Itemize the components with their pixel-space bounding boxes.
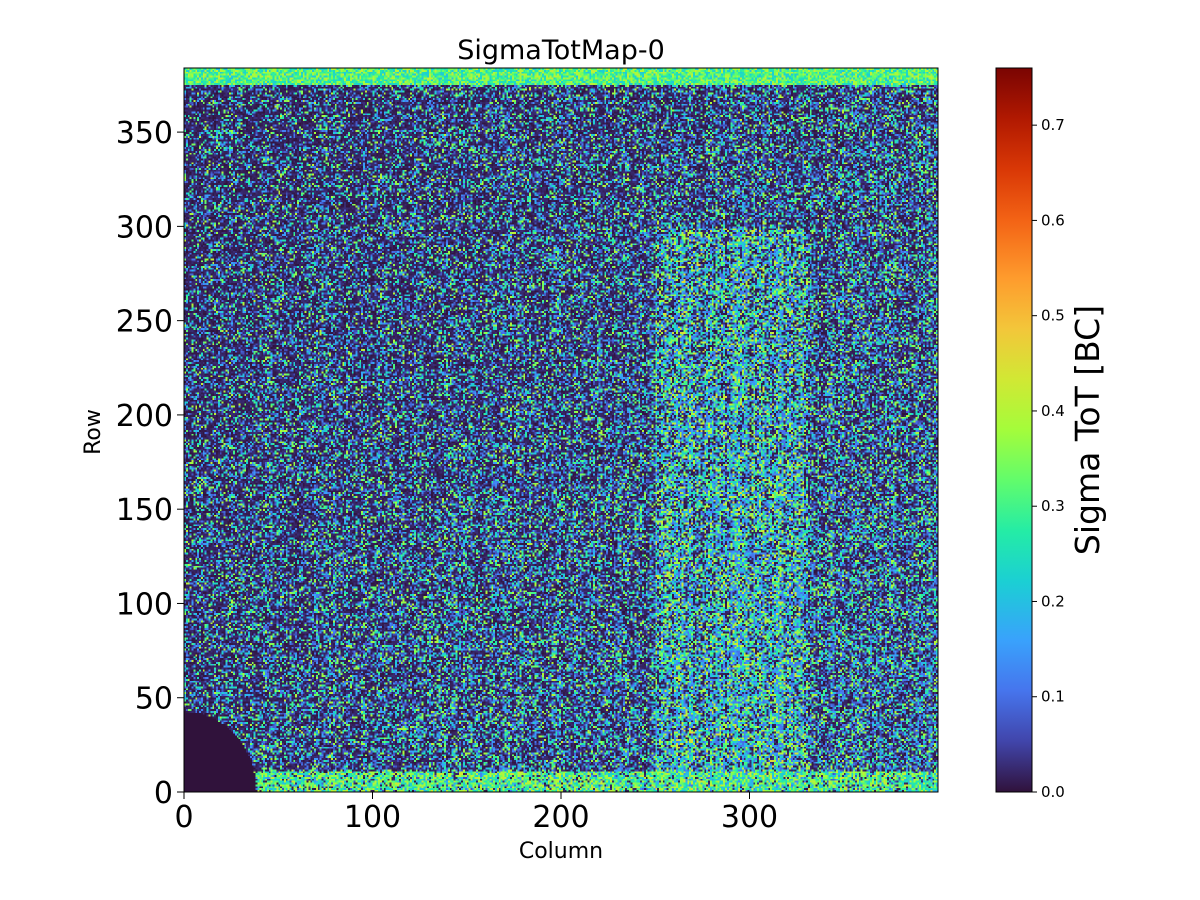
y-axis-ticks: 0 50 100 150 200 250 300 350 — [116, 116, 184, 811]
colorbar-tick-label: 0.6 — [1041, 211, 1065, 229]
colorbar-tick-label: 0.4 — [1041, 402, 1065, 420]
x-tick-label: 100 — [344, 800, 401, 835]
colorbar-tick-label: 0.2 — [1041, 592, 1065, 610]
heatmap-plot-area — [183, 67, 939, 793]
heatmap-image — [184, 68, 938, 792]
y-tick-label: 50 — [135, 682, 173, 717]
colorbar-tick-label: 0.1 — [1041, 688, 1065, 706]
y-tick-label: 0 — [154, 776, 173, 811]
colorbar-tick-label: 0.3 — [1041, 497, 1065, 515]
x-tick-label: 200 — [532, 800, 589, 835]
colorbar-tick-label: 0.5 — [1041, 307, 1065, 325]
y-tick-label: 100 — [116, 587, 173, 622]
y-tick-label: 150 — [116, 493, 173, 528]
y-tick-label: 350 — [116, 116, 173, 151]
x-tick-label: 300 — [721, 800, 778, 835]
colorbar-ticks: 0.0 0.1 0.2 0.3 0.4 0.5 0.6 0.7 — [1032, 116, 1065, 801]
y-axis-label: Row — [81, 409, 106, 455]
colorbar-gradient — [995, 67, 1033, 793]
y-tick-label: 200 — [116, 399, 173, 434]
colorbar: 0.0 0.1 0.2 0.3 0.4 0.5 0.6 0.7 Sigma ToT [BC] — [995, 67, 1107, 801]
chart-title: SigmaTotMap-0 — [457, 35, 665, 66]
colorbar-tick-label: 0.0 — [1041, 783, 1065, 801]
x-tick-label: 0 — [174, 800, 193, 835]
y-tick-label: 250 — [116, 305, 173, 340]
colorbar-tick-label: 0.7 — [1041, 116, 1065, 134]
y-tick-label: 300 — [116, 210, 173, 245]
x-axis-label: Column — [519, 839, 603, 864]
colorbar-label: Sigma ToT [BC] — [1068, 305, 1107, 555]
x-axis-ticks: 0 100 200 300 — [174, 792, 778, 835]
